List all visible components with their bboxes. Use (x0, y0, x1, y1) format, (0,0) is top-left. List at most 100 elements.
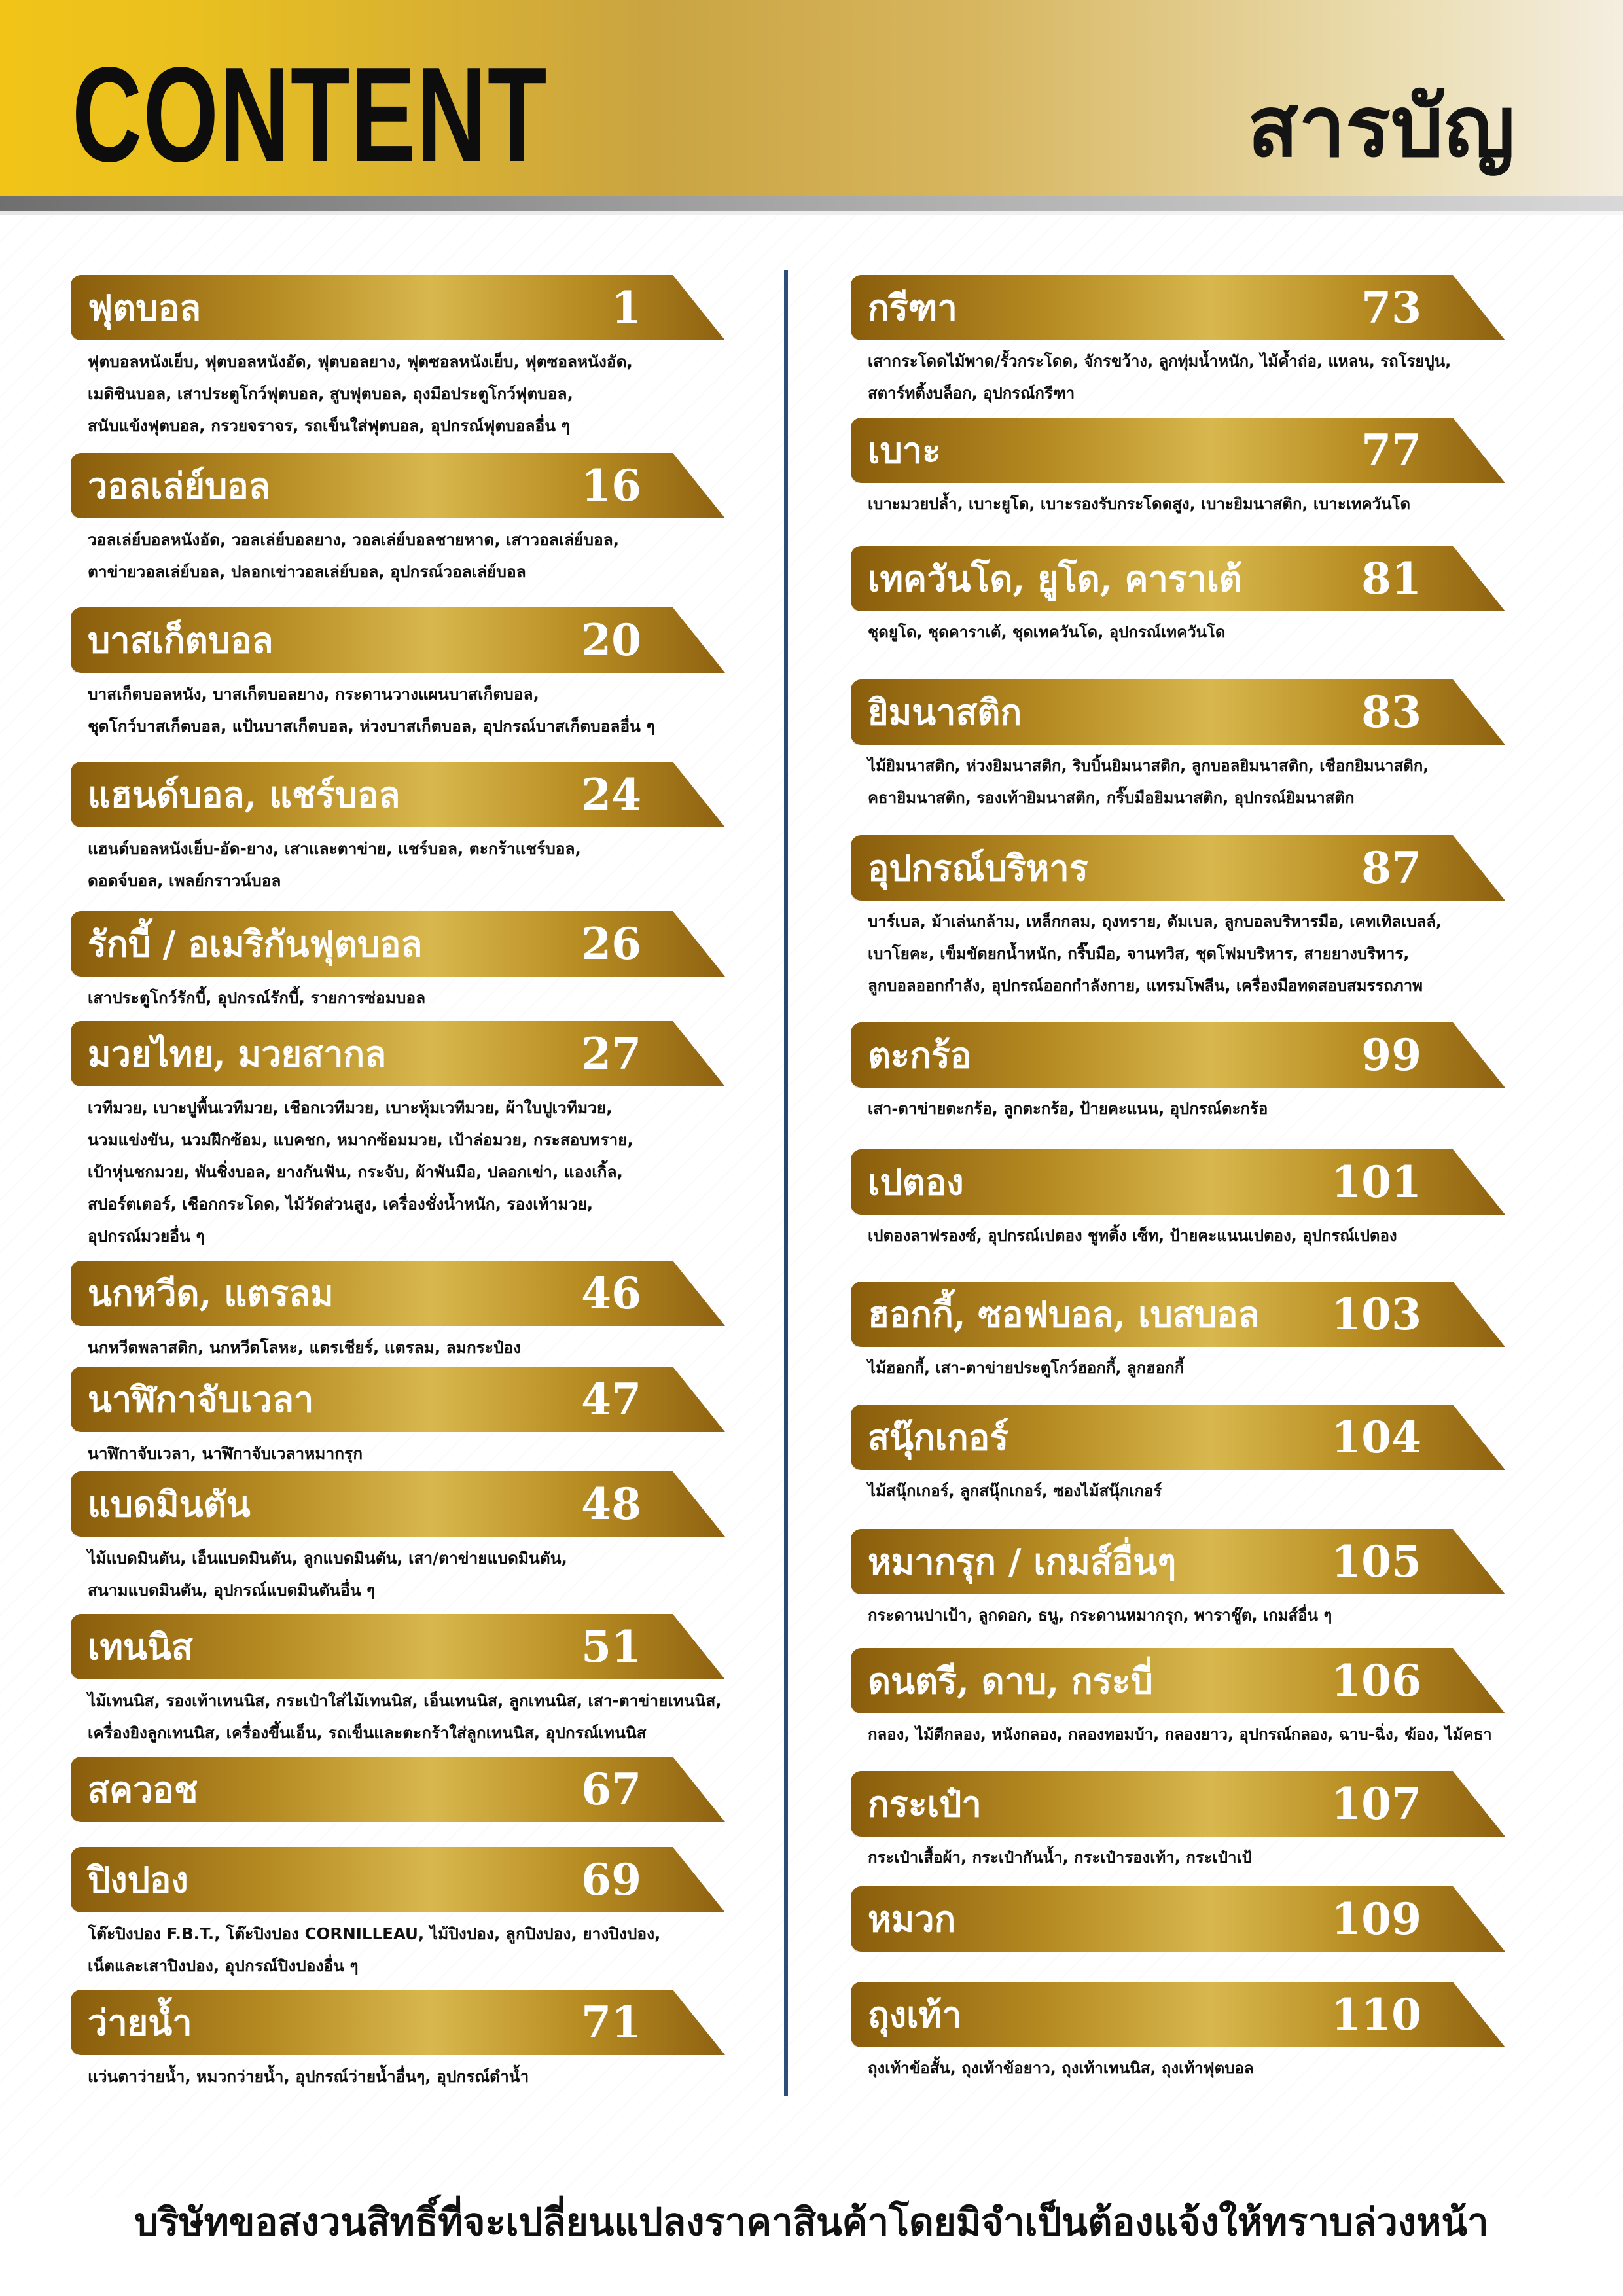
toc-entry-hats[interactable]: หมวก 109 (851, 1886, 1558, 1952)
category-description: ไม้ยิมนาสติก, ห่วงยิมนาสติก, ริบบิ้นยิมน… (868, 757, 1429, 807)
header-silver-bar (0, 196, 1623, 211)
category-title: วอลเล่ย์บอล (88, 465, 270, 507)
category-title: บาสเก็ตบอล (88, 619, 274, 661)
toc-banner: หมวก 109 (851, 1886, 1505, 1952)
page-number: 16 (581, 460, 641, 511)
category-title: เบาะ (868, 429, 942, 471)
toc-entry-stopwatch[interactable]: นาฬิกาจับเวลา 47 นาฬิกาจับเวลา, นาฬิกาจั… (71, 1367, 777, 1469)
category-description: กระดานปาเป้า, ลูกดอก, ธนู, กระดานหมากรุก… (868, 1606, 1332, 1624)
page-number: 104 (1331, 1412, 1421, 1463)
category-title: นาฬิกาจับเวลา (88, 1378, 314, 1420)
toc-banner: วอลเล่ย์บอล 16 (71, 453, 725, 518)
toc-entry-football[interactable]: ฟุตบอล 1 ฟุตบอลหนังเย็บ, ฟุตบอลหนังอัด, … (71, 275, 777, 442)
category-title: แฮนด์บอล, แชร์บอล (88, 774, 401, 816)
toc-entry-badminton[interactable]: แบดมินตัน 48 ไม้แบดมินตัน, เอ็นแบดมินตัน… (71, 1471, 777, 1606)
page-number: 101 (1331, 1157, 1421, 1208)
toc-banner: เปตอง 101 (851, 1149, 1505, 1215)
toc-entry-athletics[interactable]: กรีฑา 73 เสากระโดดไม้พาด/รั้วกระโดด, จัก… (851, 275, 1558, 410)
page-number: 69 (581, 1854, 641, 1905)
toc-entry-socks[interactable]: ถุงเท้า 110 ถุงเท้าข้อสั้น, ถุงเท้าข้อยา… (851, 1982, 1558, 2085)
category-title: ดนตรี, ดาบ, กระบี่ (868, 1660, 1153, 1702)
toc-banner: แบดมินตัน 48 (71, 1471, 725, 1537)
category-description: เสา-ตาข่ายตะกร้อ, ลูกตะกร้อ, ป้ายคะแนน, … (868, 1100, 1268, 1118)
toc-banner: เทควันโด, ยูโด, คาราเต้ 81 (851, 546, 1505, 611)
toc-banner: ปิงปอง 69 (71, 1847, 725, 1912)
toc-banner: เทนนิส 51 (71, 1614, 725, 1679)
category-title: สนุ๊กเกอร์ (868, 1416, 1009, 1458)
category-title: หมวก (868, 1898, 956, 1940)
toc-banner: ถุงเท้า 110 (851, 1982, 1505, 2047)
toc-entry-fitness[interactable]: อุปกรณ์บริหาร 87 บาร์เบล, ม้าเล่นกล้าม, … (851, 835, 1558, 1002)
toc-entry-swimming[interactable]: ว่ายน้ำ 71 แว่นตาว่ายน้ำ, หมวกว่ายน้ำ, อ… (71, 1990, 777, 2092)
page-number: 106 (1331, 1655, 1421, 1706)
toc-banner: เบาะ 77 (851, 418, 1505, 483)
toc-banner: นาฬิกาจับเวลา 47 (71, 1367, 725, 1432)
toc-entry-takraw[interactable]: ตะกร้อ 99 เสา-ตาข่ายตะกร้อ, ลูกตะกร้อ, ป… (851, 1022, 1558, 1125)
category-title: รักบี้ / อเมริกันฟุตบอล (88, 923, 423, 965)
category-title: ตะกร้อ (868, 1034, 972, 1076)
category-description: เปตองลาฟรองซ์, อุปกรณ์เปตอง ชูทติ้ง เซ็ท… (868, 1227, 1397, 1245)
toc-banner: หมากรุก / เกมส์อื่นๆ 105 (851, 1529, 1505, 1594)
page-number: 103 (1331, 1289, 1421, 1340)
category-description: กลอง, ไม้ตีกลอง, หนังกลอง, กลองทอมบ้า, ก… (868, 1725, 1492, 1744)
toc-entry-snooker[interactable]: สนุ๊กเกอร์ 104 ไม้สนุ๊กเกอร์, ลูกสนุ๊กเก… (851, 1405, 1558, 1507)
category-description: นาฬิกาจับเวลา, นาฬิกาจับเวลาหมากรุก (88, 1444, 363, 1463)
toc-entry-boxing[interactable]: มวยไทย, มวยสากล 27 เวทีมวย, เบาะปูพื้นเว… (71, 1021, 777, 1252)
toc-banner: มวยไทย, มวยสากล 27 (71, 1021, 725, 1086)
category-title: สควอช (88, 1768, 198, 1810)
header-sub-bar (0, 211, 1623, 215)
page-number: 47 (581, 1374, 641, 1425)
category-description: ไม้แบดมินตัน, เอ็นแบดมินตัน, ลูกแบดมินตั… (88, 1549, 567, 1600)
toc-entry-mats[interactable]: เบาะ 77 เบาะมวยปล้ำ, เบาะยูโด, เบาะรองรั… (851, 418, 1558, 520)
toc-banner: ตะกร้อ 99 (851, 1022, 1505, 1088)
page-number: 20 (581, 615, 641, 666)
toc-entry-handball[interactable]: แฮนด์บอล, แชร์บอล 24 แฮนด์บอลหนังเย็บ-อั… (71, 762, 777, 897)
toc-banner: สควอช 67 (71, 1757, 725, 1822)
page-number: 27 (581, 1028, 641, 1079)
toc-banner: อุปกรณ์บริหาร 87 (851, 835, 1505, 901)
toc-entry-squash[interactable]: สควอช 67 (71, 1757, 777, 1822)
page-number: 51 (581, 1621, 641, 1672)
toc-banner: ดนตรี, ดาบ, กระบี่ 106 (851, 1648, 1505, 1713)
toc-entry-music[interactable]: ดนตรี, ดาบ, กระบี่ 106 กลอง, ไม้ตีกลอง, … (851, 1648, 1558, 1751)
page-number: 87 (1361, 842, 1421, 893)
toc-entry-petanque[interactable]: เปตอง 101 เปตองลาฟรองซ์, อุปกรณ์เปตอง ชู… (851, 1149, 1558, 1252)
toc-entry-tennis[interactable]: เทนนิส 51 ไม้เทนนิส, รองเท้าเทนนิส, กระเ… (71, 1614, 777, 1749)
page-number: 46 (581, 1268, 641, 1319)
page-number: 26 (581, 918, 641, 969)
category-title: แบดมินตัน (88, 1483, 251, 1525)
category-title: ฮอกกี้, ซอฟบอล, เบสบอล (868, 1293, 1260, 1335)
toc-banner: ฟุตบอล 1 (71, 275, 725, 340)
toc-entry-games[interactable]: หมากรุก / เกมส์อื่นๆ 105 กระดานปาเป้า, ล… (851, 1529, 1558, 1632)
toc-entry-basketball[interactable]: บาสเก็ตบอล 20 บาสเก็ตบอลหนัง, บาสเก็ตบอล… (71, 607, 777, 742)
toc-entry-volleyball[interactable]: วอลเล่ย์บอล 16 วอลเล่ย์บอลหนังอัด, วอลเล… (71, 453, 777, 588)
category-description: ไม้ฮอกกี้, เสา-ตาข่ายประตูโกว์ฮอกกี้, ลู… (868, 1359, 1185, 1377)
category-description: วอลเล่ย์บอลหนังอัด, วอลเล่ย์บอลยาง, วอลเ… (88, 530, 620, 581)
toc-banner: สนุ๊กเกอร์ 104 (851, 1405, 1505, 1470)
toc-entry-bags[interactable]: กระเป๋า 107 กระเป๋าเสื้อผ้า, กระเป๋ากันน… (851, 1771, 1558, 1874)
toc-entry-rugby[interactable]: รักบี้ / อเมริกันฟุตบอล 26 เสาประตูโกว์ร… (71, 911, 777, 1014)
toc-entry-table-tennis[interactable]: ปิงปอง 69 โต๊ะปิงปอง F.B.T., โต๊ะปิงปอง … (71, 1847, 777, 1982)
page-number: 83 (1361, 687, 1421, 738)
toc-banner: บาสเก็ตบอล 20 (71, 607, 725, 673)
toc-entry-whistle[interactable]: นกหวีด, แตรลม 46 นกหวีดพลาสติก, นกหวีดโล… (71, 1261, 777, 1363)
toc-banner: แฮนด์บอล, แชร์บอล 24 (71, 762, 725, 827)
page-number: 107 (1331, 1778, 1421, 1829)
category-title: ยิมนาสติก (868, 691, 1022, 733)
category-description: บาร์เบล, ม้าเล่นกล้าม, เหล็กกลม, ถุงทราย… (868, 912, 1442, 995)
category-description: ไม้เทนนิส, รองเท้าเทนนิส, กระเป๋าใส่ไม้เ… (88, 1691, 722, 1742)
category-description: กระเป๋าเสื้อผ้า, กระเป๋ากันน้ำ, กระเป๋าร… (868, 1848, 1252, 1867)
toc-banner: ยิมนาสติก 83 (851, 679, 1505, 745)
category-description: เสากระโดดไม้พาด/รั้วกระโดด, จักรขว้าง, ล… (868, 352, 1452, 403)
category-title: เปตอง (868, 1161, 964, 1203)
page-number: 71 (581, 1997, 641, 2048)
category-description: ฟุตบอลหนังเย็บ, ฟุตบอลหนังอัด, ฟุตบอลยาง… (88, 352, 633, 435)
page-number: 77 (1361, 425, 1421, 476)
toc-entry-gymnastics[interactable]: ยิมนาสติก 83 ไม้ยิมนาสติก, ห่วงยิมนาสติก… (851, 679, 1558, 814)
category-title: หมากรุก / เกมส์อื่นๆ (868, 1541, 1177, 1583)
page-number: 99 (1361, 1030, 1421, 1081)
header-gold-band (0, 0, 1623, 196)
toc-entry-hockey[interactable]: ฮอกกี้, ซอฟบอล, เบสบอล 103 ไม้ฮอกกี้, เส… (851, 1282, 1558, 1384)
toc-entry-martial-arts[interactable]: เทควันโด, ยูโด, คาราเต้ 81 ชุดยูโด, ชุดค… (851, 546, 1558, 649)
category-title: กระเป๋า (868, 1783, 982, 1825)
